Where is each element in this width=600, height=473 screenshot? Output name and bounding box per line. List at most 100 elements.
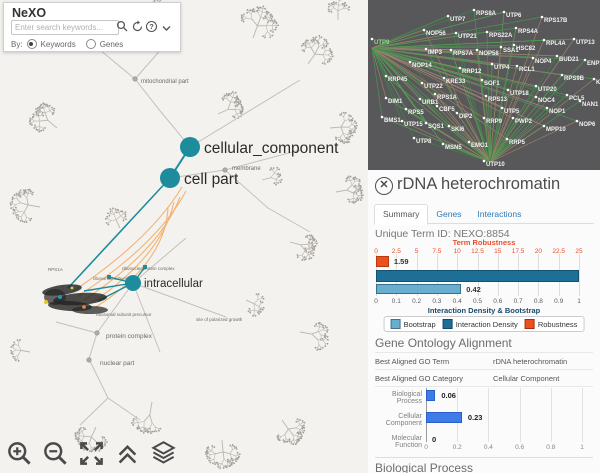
gene-label: CBF5	[439, 107, 455, 113]
gene-label: UTP9	[374, 40, 390, 46]
gene-node-UTP8[interactable]: UTP8	[412, 136, 432, 145]
gene-node-SSA1[interactable]: SSA1	[499, 45, 520, 54]
gene-node-RRP5[interactable]: RRP5	[505, 137, 526, 146]
gridline	[488, 388, 490, 442]
gene-label-cluster	[42, 284, 108, 314]
gene-node-SKI6[interactable]: SKI6	[447, 124, 465, 133]
help-icon[interactable]: ?	[145, 20, 158, 33]
zoom-out-icon[interactable]	[42, 440, 69, 467]
gene-node-RRP12[interactable]: RRP12	[458, 66, 482, 75]
search-icon[interactable]	[116, 20, 129, 33]
gene-node-UTP15[interactable]: UTP15	[400, 119, 424, 128]
term-label: cell part	[184, 171, 239, 188]
gene-node-RPS4A[interactable]: RPS4A	[514, 26, 539, 35]
gene-node-KRR1[interactable]: KRR1	[592, 77, 600, 86]
reset-icon[interactable]	[131, 20, 144, 33]
zoom-in-icon[interactable]	[6, 440, 33, 467]
fit-to-screen-icon[interactable]	[78, 440, 105, 467]
gene-label: RPS17B	[544, 18, 568, 24]
gene-node-RPS7A[interactable]: RPS7A	[449, 48, 474, 57]
gene-node-IMP3[interactable]: IMP3	[424, 47, 443, 56]
gene-node-RRP45[interactable]: RRP45	[384, 74, 408, 83]
chevron-down-icon[interactable]	[160, 22, 173, 35]
gene-node-NOP56[interactable]: NOP56	[422, 28, 447, 37]
gene-node-UTP21[interactable]: UTP21	[454, 31, 478, 40]
gene-node-BMS1[interactable]: BMS1	[380, 115, 402, 124]
term-node-small[interactable]	[143, 265, 147, 269]
gene-node-UTP7[interactable]: UTP7	[446, 14, 466, 23]
gene-node-UTP5[interactable]: UTP5	[500, 106, 520, 115]
gene-node-UTP10[interactable]: UTP10	[482, 159, 506, 168]
collapse-chevrons-icon[interactable]	[114, 440, 141, 467]
gene-node-UTP6[interactable]: UTP6	[502, 10, 522, 19]
gene-label: UTP6	[506, 13, 522, 19]
tab-summary[interactable]: Summary	[374, 204, 429, 225]
gene-node-RPS13[interactable]: RPS13	[484, 94, 508, 103]
gene-node-NOP14[interactable]: NOP14	[408, 60, 433, 69]
gene-node-NOP4[interactable]: NOP4	[531, 56, 552, 65]
gene-label: SSA1	[503, 48, 519, 54]
gene-node-RPS5[interactable]: RPS5	[404, 107, 425, 116]
gene-node-NOP1[interactable]: NOP1	[545, 106, 566, 115]
term-node-small[interactable]	[94, 330, 100, 336]
gene-node-ENP1[interactable]: ENP1	[583, 58, 600, 67]
close-icon[interactable]: ✕	[375, 177, 393, 195]
tab-genes[interactable]: Genes	[436, 209, 462, 219]
gene-node-NOP58[interactable]: NOP58	[475, 48, 500, 57]
gene-node-RPS8A[interactable]: RPS8A	[472, 8, 497, 17]
layers-icon[interactable]	[150, 440, 177, 467]
term-label: cellular_component	[204, 140, 339, 157]
tab-interactions[interactable]: Interactions	[477, 209, 522, 219]
gene-node-NAN1[interactable]: NAN1	[578, 99, 599, 108]
gene-node-UTP13[interactable]: UTP13	[572, 37, 596, 46]
gene-node-UTP4[interactable]: UTP4	[490, 62, 510, 71]
gene-node-RRP9[interactable]: RRP9	[482, 116, 503, 125]
gene-node-RPS9B[interactable]: RPS9B	[560, 73, 585, 82]
gene-node-KRE33[interactable]: KRE33	[442, 76, 466, 85]
gene-node-SOF1[interactable]: SOF1	[480, 78, 501, 87]
biological-process-heading: Biological Process	[375, 461, 474, 473]
gene-node-HSC82[interactable]: HSC82	[512, 43, 536, 52]
gene-node-NOP6[interactable]: NOP6	[575, 119, 596, 128]
gene-node-RPS17B[interactable]: RPS17B	[540, 15, 568, 24]
bar-value-label: 0.23	[467, 413, 483, 422]
gene-node-UTP9[interactable]: UTP9	[370, 37, 390, 46]
gene-node-PWP2[interactable]: PWP2	[511, 116, 533, 125]
gene-node-URB1[interactable]: URB1	[418, 97, 439, 106]
term-node-intracellular[interactable]	[125, 275, 141, 291]
gene-node-RPS1A[interactable]: RPS1A	[433, 92, 458, 101]
term-node-small[interactable]	[86, 357, 92, 363]
robustness-chart: Term Robustness Interaction Density & Bo…	[368, 238, 600, 332]
radio-keywords[interactable]	[26, 39, 37, 49]
gene-node-DIP2[interactable]: DIP2	[455, 111, 473, 120]
gene-label: RRP45	[388, 77, 408, 83]
term-node-cellular-component[interactable]	[180, 137, 200, 157]
gene-node-UTP18[interactable]: UTP18	[506, 88, 530, 97]
gene-node-EMG1[interactable]: EMG1	[467, 140, 489, 149]
term-node-small[interactable]	[132, 76, 138, 82]
gene-node-CBF5[interactable]: CBF5	[435, 104, 456, 113]
radio-genes[interactable]	[85, 39, 96, 49]
term-node-small[interactable]	[107, 275, 111, 279]
gene-node-RCL1[interactable]: RCL1	[515, 64, 536, 73]
gene-interaction-panel[interactable]: UTP7 RPS8A UTP6 RPS17B NOP56 UTP21 RPS22A RPS4A…	[368, 0, 600, 170]
gene-label: KRE33	[446, 79, 466, 85]
gene-node-DIM1[interactable]: DIM1	[384, 96, 403, 105]
gene-node-SQS1[interactable]: SQS1	[424, 121, 445, 130]
gene-node-MPP10[interactable]: MPP10	[542, 124, 567, 133]
search-input[interactable]	[11, 20, 119, 35]
gene-node-MSN5[interactable]: MSN5	[441, 142, 463, 151]
term-node-small[interactable]	[222, 167, 228, 173]
gene-node-UTP20[interactable]: UTP20	[534, 84, 558, 93]
gene-node-RPL4A[interactable]: RPL4A	[542, 38, 567, 47]
gene-node-RPS22A[interactable]: RPS22A	[485, 30, 513, 39]
gene-node-BUD21[interactable]: BUD21	[555, 54, 580, 63]
gene-node-NOC4[interactable]: NOC4	[534, 95, 556, 104]
gene-node-PCL5[interactable]: PCL5	[565, 93, 585, 102]
gene-label: UTP13	[576, 40, 595, 46]
gene-node-UTP22[interactable]: UTP22	[420, 81, 444, 90]
term-node-cell-part[interactable]	[160, 168, 180, 188]
